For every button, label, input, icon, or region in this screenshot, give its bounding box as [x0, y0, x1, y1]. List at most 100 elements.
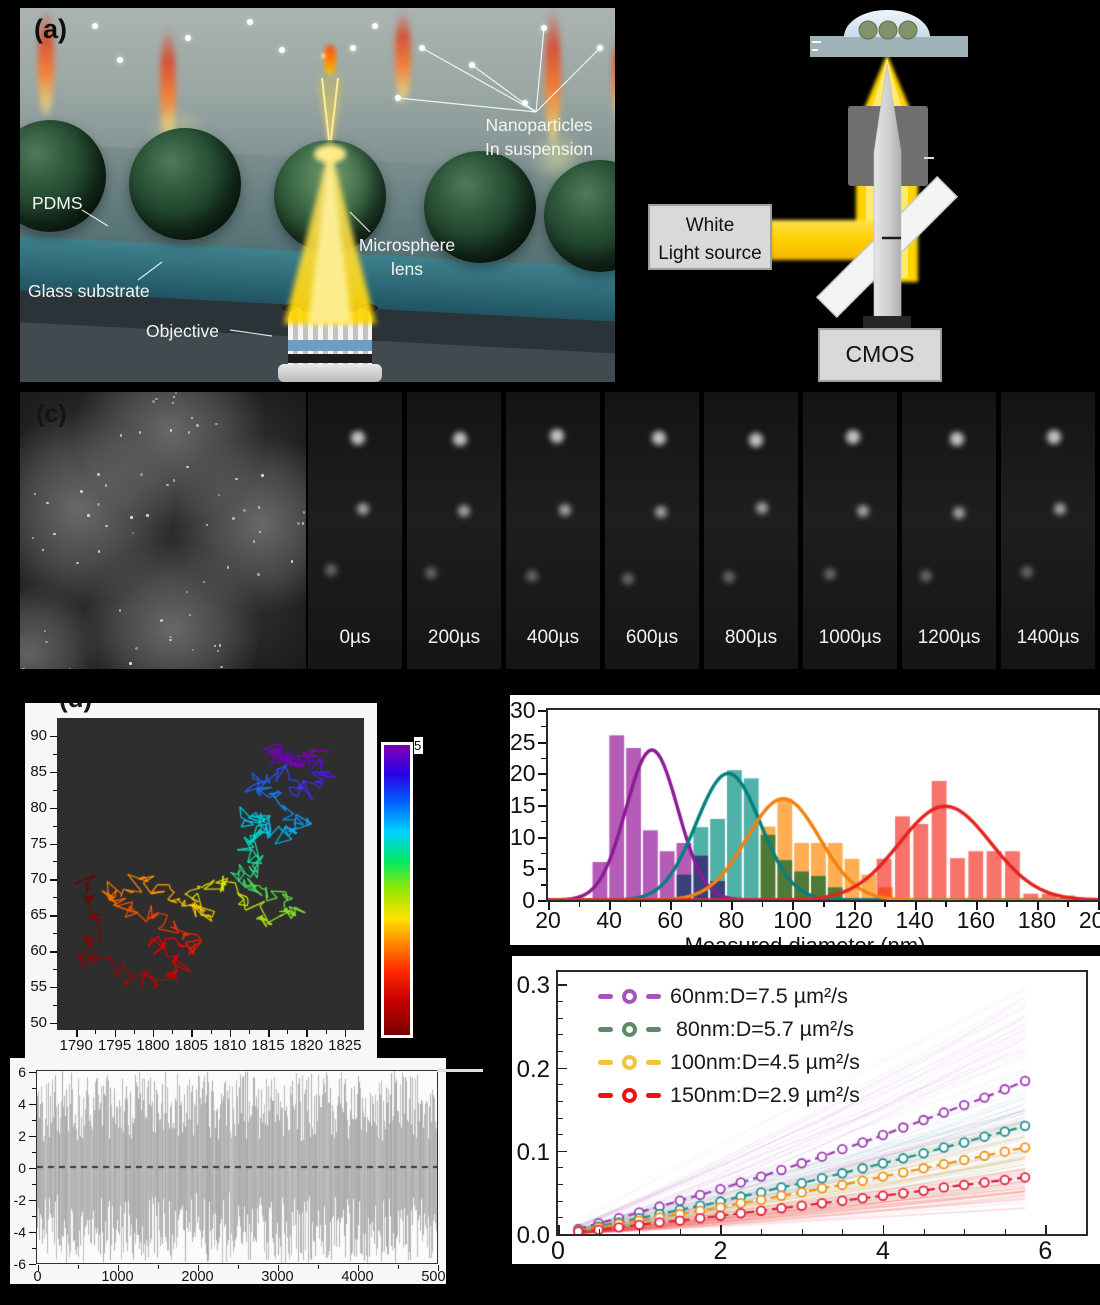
- y-tick-label: 0.2: [516, 1055, 550, 1083]
- x-tick-mark: [152, 1030, 155, 1037]
- x-tick-mark: [191, 1030, 193, 1037]
- y-tick-label: 75: [30, 834, 47, 852]
- nanoparticle-speck: [97, 503, 100, 506]
- nanoparticle-speck: [105, 524, 108, 528]
- particle-spot: [654, 505, 667, 518]
- particle-spot: [856, 504, 869, 517]
- particle-spot: [823, 567, 836, 580]
- y-minor-tick: [53, 825, 57, 827]
- nanoparticle-speck: [169, 635, 172, 639]
- nanoparticle-speck: [53, 532, 56, 536]
- y-minor-tick: [32, 1119, 36, 1121]
- y-tick-mark: [29, 1135, 36, 1137]
- histogram-xlabel-clipped: Measured diameter (nm): [685, 933, 926, 945]
- particle-spot: [453, 431, 468, 446]
- nanoparticle-speck: [97, 550, 101, 553]
- y-tick-mark: [50, 915, 57, 917]
- nanoparticle-speck: [87, 514, 90, 517]
- y-tick-label: 0: [522, 887, 535, 913]
- nanoparticle-speck: [196, 424, 199, 427]
- microsphere-lens: [129, 128, 241, 240]
- nanoparticle-dot: [247, 19, 253, 25]
- scattering-plume: [38, 8, 54, 118]
- frame-time-label: 1200µs: [917, 627, 981, 648]
- objective-base: [278, 364, 382, 382]
- y-minor-tick: [558, 1051, 563, 1053]
- particle-spot: [749, 432, 764, 447]
- y-minor-tick: [53, 753, 57, 755]
- x-minor-tick: [679, 1229, 681, 1234]
- y-minor-tick: [558, 1017, 563, 1019]
- y-tick-label: 80: [30, 798, 47, 816]
- frame-time-label: 0µs: [339, 627, 371, 648]
- y-tick-label: 0.3: [516, 972, 550, 1000]
- y-tick-mark: [29, 1199, 36, 1201]
- x-tick-label: 1805: [174, 1037, 208, 1054]
- x-minor-tick: [95, 1030, 97, 1034]
- x-tick-mark: [720, 1225, 722, 1234]
- cmos-connector: [863, 316, 911, 330]
- legend-row: 100nm:D=4.5 µm²/s: [598, 1046, 860, 1079]
- nanoparticle-dot: [279, 47, 285, 53]
- legend-label: 100nm:D=4.5 µm²/s: [670, 1050, 860, 1074]
- x-tick-mark: [1045, 1225, 1047, 1234]
- nanoparticle-dot: [92, 23, 98, 29]
- y-minor-tick: [53, 933, 57, 935]
- x-tick-label: 160: [956, 907, 995, 933]
- x-minor-tick: [801, 1229, 803, 1234]
- nanoparticle-speck: [43, 629, 47, 633]
- y-tick-label: 85: [30, 762, 47, 780]
- particle-spot: [722, 570, 735, 583]
- particle-spot: [324, 563, 337, 576]
- y-minor-tick: [558, 1134, 563, 1136]
- particle-spot: [1047, 429, 1062, 444]
- x-tick-mark: [670, 902, 673, 910]
- y-minor-tick: [53, 969, 57, 971]
- y-tick-mark: [538, 836, 546, 839]
- x-tick-label: 1795: [97, 1037, 132, 1054]
- legend-label: 60nm:D=7.5 µm²/s: [670, 984, 848, 1008]
- nanoparticle-dot: [117, 57, 123, 63]
- y-tick-label: 15: [510, 792, 536, 818]
- x-tick-mark: [268, 1030, 270, 1037]
- y-minor-tick: [558, 1200, 563, 1202]
- legend-dash: [598, 1093, 613, 1098]
- microsphere-annotation: Microsphere lens: [342, 234, 472, 281]
- y-minor-tick: [53, 789, 57, 791]
- y-tick-label: 4: [18, 1095, 26, 1112]
- y-tick-mark: [50, 807, 57, 810]
- x-tick-mark: [76, 1030, 78, 1037]
- x-tick-label: 0: [33, 1269, 42, 1284]
- x-tick-label: 200: [1078, 907, 1100, 933]
- y-tick-label: 10: [510, 823, 536, 850]
- nanoparticle-speck: [131, 531, 135, 535]
- y-minor-tick: [541, 884, 546, 886]
- msd-plot-frame: [556, 970, 1088, 1236]
- legend-dash: [598, 1027, 613, 1032]
- x-minor-tick: [248, 1030, 250, 1034]
- x-tick-label: 1815: [251, 1037, 285, 1054]
- nanoparticle-speck: [169, 429, 173, 432]
- nanoparticle-dot: [541, 25, 547, 31]
- y-tick-label: 55: [30, 977, 47, 995]
- x-tick-mark: [229, 1030, 232, 1037]
- objective-blue-band: [288, 340, 372, 351]
- x-tick-mark: [853, 902, 856, 910]
- optical-path-drawing: [770, 10, 968, 331]
- microsphere-dot: [858, 20, 878, 40]
- nanoparticle-speck: [220, 665, 223, 669]
- legend-ring-icon: [622, 1022, 637, 1037]
- x-minor-tick: [578, 902, 581, 907]
- frame-cell: 200µs: [407, 392, 501, 669]
- y-tick-label: 65: [30, 906, 47, 924]
- glass-annotation: Glass substrate: [28, 281, 150, 301]
- x-tick-mark: [609, 902, 612, 910]
- y-tick-label: 0.0: [516, 1222, 550, 1249]
- particle-spot: [550, 428, 565, 443]
- colorbar-top-label-text: 5: [414, 738, 422, 753]
- x-tick-mark: [437, 1265, 439, 1271]
- y-minor-tick: [558, 1084, 563, 1086]
- legend-dash: [598, 994, 613, 999]
- x-minor-tick: [1067, 902, 1069, 907]
- x-tick-mark: [1098, 902, 1100, 910]
